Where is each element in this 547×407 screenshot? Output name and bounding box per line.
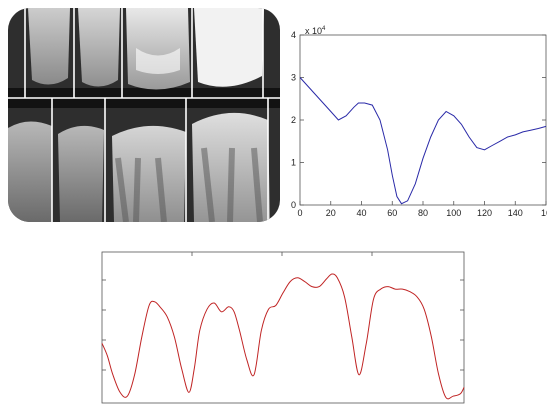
y-exponent-label: x 104	[305, 26, 326, 36]
plot-frame	[299, 34, 547, 206]
profile-chart-bottom	[101, 251, 465, 404]
x-tick-label: 140	[508, 208, 523, 218]
y-tick-label: 0	[291, 200, 296, 210]
series-line	[299, 77, 547, 205]
x-tick-label: 40	[356, 208, 366, 218]
x-tick-label: 120	[477, 208, 492, 218]
projection-chart-top: x 104 0 1 2 3 4 0 20 40 60 80 100 120 140 16	[291, 26, 547, 218]
x-tick-label: 20	[326, 208, 336, 218]
dental-xray-image	[8, 8, 280, 222]
y-axis: 0 1 2 3 4	[291, 30, 546, 210]
y-tick-label: 2	[291, 115, 296, 125]
x-tick-label: 100	[446, 208, 461, 218]
y-tick-label: 4	[291, 30, 296, 40]
x-tick-label: 16	[541, 208, 547, 218]
x-tick-label: 80	[418, 208, 428, 218]
plot-frame	[101, 251, 465, 404]
series-line	[101, 273, 465, 400]
tick-marks	[102, 252, 464, 371]
x-tick-label: 0	[297, 208, 302, 218]
y-tick-label: 1	[291, 158, 296, 168]
tooth-separation-lines	[8, 8, 280, 222]
x-tick-label: 60	[387, 208, 397, 218]
y-tick-label: 3	[291, 73, 296, 83]
x-axis: 0 20 40 60 80 100 120 140 16	[297, 201, 547, 218]
